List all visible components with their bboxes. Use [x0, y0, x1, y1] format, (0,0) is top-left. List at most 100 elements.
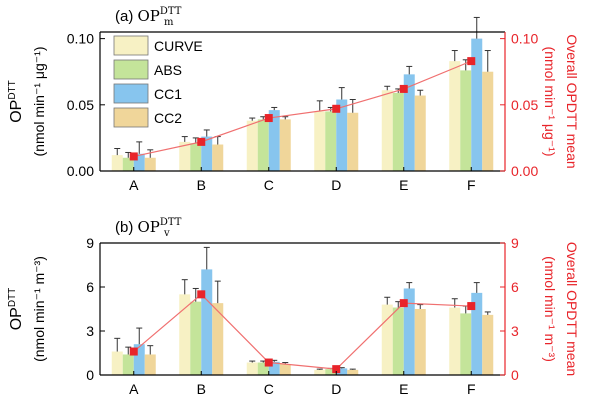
legend-label: CURVE	[154, 38, 203, 54]
y-tick-label-left: 3	[86, 323, 94, 339]
bar	[449, 307, 461, 375]
bar	[144, 157, 156, 171]
y-label-right-title: Overall OPDTT mean	[564, 242, 580, 376]
panel-title: (b) OPDTT	[115, 217, 182, 236]
bar	[471, 38, 483, 171]
overall-mean-marker	[264, 114, 273, 123]
bar	[268, 361, 280, 375]
x-tick-label: A	[129, 177, 139, 193]
title-base: OP	[138, 218, 160, 236]
x-tick-label: D	[331, 177, 341, 193]
y-label-left-base: OP	[8, 100, 25, 123]
y-tick-label-right: 0.05	[511, 97, 538, 113]
bar	[279, 119, 291, 171]
legend-label: CC1	[154, 86, 182, 102]
bar	[111, 155, 123, 171]
y-label-right-title: Overall OPDTT mean	[564, 34, 580, 168]
y-label-left-sup: DTT	[7, 80, 18, 99]
overall-mean-marker	[399, 84, 408, 93]
x-tick-label: E	[399, 381, 408, 397]
overall-mean-marker	[332, 104, 341, 113]
x-tick-label: A	[129, 381, 139, 397]
bar	[190, 301, 202, 375]
y-label-left-unit: (nmol min⁻¹ m⁻³)	[31, 256, 47, 362]
overall-mean-marker	[467, 57, 476, 66]
bar	[257, 362, 269, 375]
panel-title: (a) OPDTT	[115, 6, 182, 25]
x-tick-label: F	[467, 177, 476, 193]
bar	[471, 292, 483, 375]
bar	[246, 120, 258, 171]
overall-mean-marker	[197, 137, 206, 146]
y-label-right-unit: (nmol min⁻¹ μg⁻¹)	[542, 47, 558, 157]
bar	[179, 141, 191, 171]
bar	[144, 354, 156, 375]
y-label-left-main: OPDTT	[7, 288, 25, 331]
bar	[246, 362, 258, 375]
bar	[212, 303, 224, 375]
overall-mean-marker	[332, 365, 341, 374]
y-tick-label-left: 0.10	[67, 31, 94, 47]
y-label-right-unit: (nmol min⁻¹ m⁻³)	[542, 256, 558, 362]
title-sub: m	[164, 17, 174, 28]
bar	[179, 294, 191, 375]
legend-swatch	[113, 59, 149, 80]
bar	[133, 344, 145, 375]
bar	[279, 364, 291, 375]
y-label-left-sup: DTT	[7, 288, 18, 307]
legend-swatch	[113, 35, 149, 56]
bar	[403, 288, 415, 375]
x-tick-label: E	[399, 177, 408, 193]
y-tick-label-left: 6	[86, 279, 94, 295]
x-tick-label: B	[197, 381, 206, 397]
overall-mean-marker	[264, 358, 273, 367]
bar	[325, 111, 337, 171]
bar	[392, 307, 404, 375]
bar	[201, 269, 213, 375]
y-tick-label-right: 0.00	[511, 163, 538, 179]
bar	[268, 110, 280, 171]
bar	[201, 136, 213, 171]
overall-mean-marker	[399, 299, 408, 308]
legend-swatch	[113, 83, 149, 104]
bar	[212, 144, 224, 171]
y-tick-label-right: 0	[511, 367, 519, 383]
y-tick-label-right: 0.10	[511, 31, 538, 47]
title-sub: v	[163, 228, 170, 239]
y-tick-label-left: 0.05	[67, 97, 94, 113]
bar	[347, 369, 359, 375]
y-label-left-main: OPDTT	[7, 80, 25, 123]
bar	[133, 153, 145, 171]
title-sup: DTT	[160, 6, 182, 17]
x-tick-label: B	[197, 177, 206, 193]
bar	[482, 71, 494, 171]
bar	[336, 99, 348, 171]
bar	[336, 368, 348, 375]
bar	[449, 61, 461, 171]
bar	[122, 157, 134, 171]
bar	[414, 309, 426, 375]
bar	[122, 354, 134, 375]
title-base: OP	[138, 7, 160, 25]
overall-mean-line	[133, 60, 472, 158]
y-tick-label-right: 6	[511, 279, 519, 295]
x-tick-label: D	[331, 381, 341, 397]
overall-mean-line	[133, 293, 472, 370]
y-tick-label-left: 0.00	[67, 163, 94, 179]
bar	[403, 74, 415, 171]
panel-label: (a)	[115, 8, 138, 25]
bar	[257, 119, 269, 171]
panel-a: 0.00 0.000.05 0.050.10 0.10A B C D E F(a) OPDTTm…	[7, 6, 580, 193]
bar	[460, 313, 472, 375]
bar	[392, 92, 404, 171]
bar	[414, 95, 426, 171]
bar	[381, 304, 393, 375]
bar	[111, 351, 123, 375]
legend-label: ABS	[154, 62, 182, 78]
bar	[482, 314, 494, 375]
y-tick-label-right: 3	[511, 323, 519, 339]
overall-mean-marker	[129, 152, 138, 161]
legend-label: CC2	[154, 110, 182, 126]
